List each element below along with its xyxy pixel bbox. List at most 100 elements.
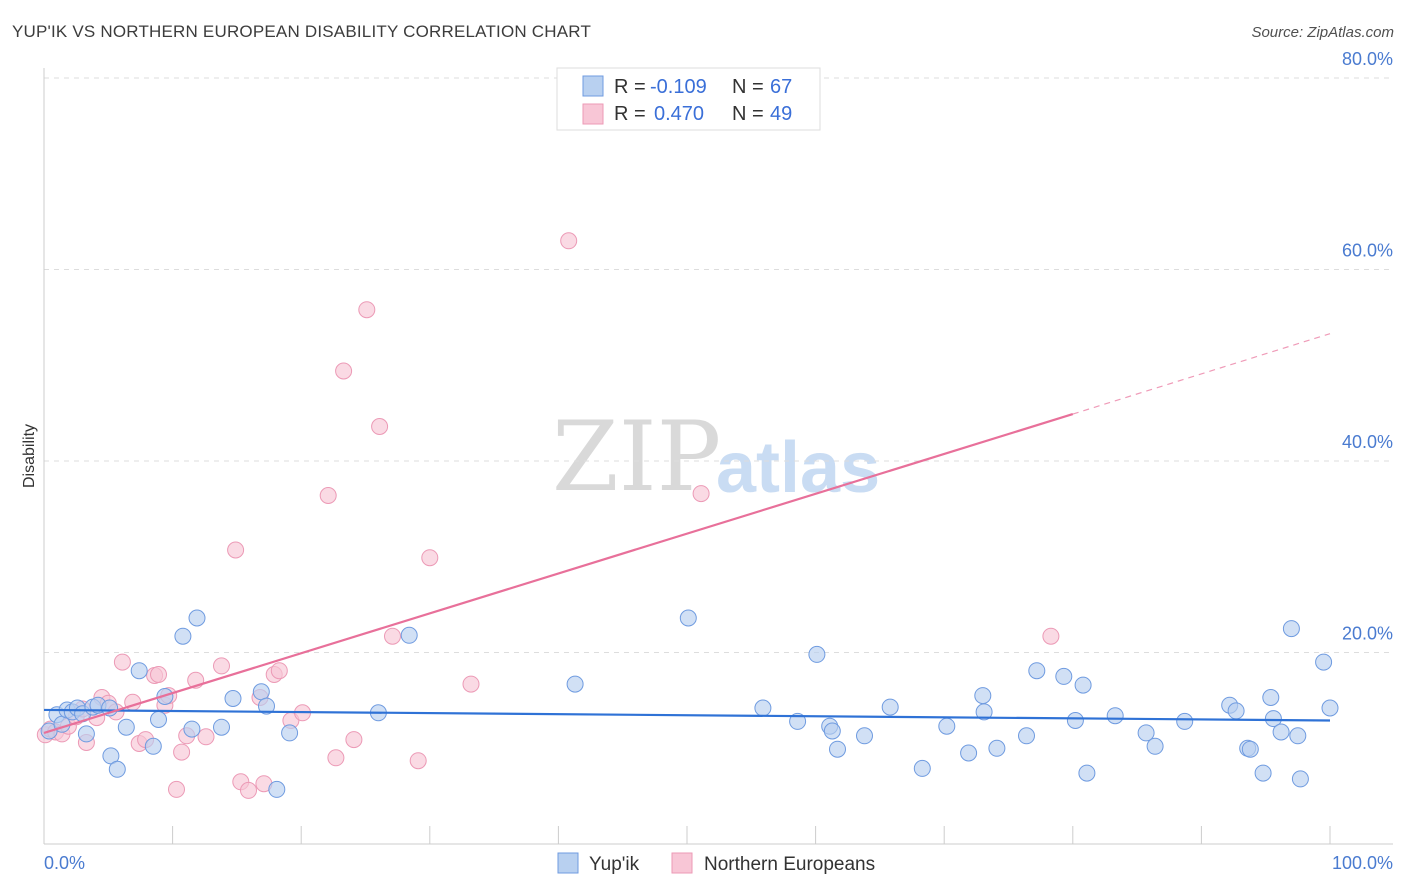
bottom-legend-label-northern-europeans: Northern Europeans xyxy=(704,854,875,875)
northern-europeans-point-35 xyxy=(319,487,337,504)
northern-europeans-point-36 xyxy=(327,749,345,767)
watermark-atlas: atlas xyxy=(716,428,880,508)
yupik-point-64 xyxy=(1289,727,1307,745)
northern-europeans-point-20 xyxy=(168,780,185,798)
legend-r-value-yupik: -0.109 xyxy=(650,76,707,98)
yupik-point-48 xyxy=(1066,712,1084,729)
yupik-point-16 xyxy=(150,711,167,728)
legend-n-value-northern-europeans: 49 xyxy=(770,103,792,125)
yupik-point-36 xyxy=(829,740,846,758)
northern-europeans-point-32 xyxy=(270,662,288,680)
northern-europeans-point-25 xyxy=(213,657,230,675)
y-tick-label-20: 20.0% xyxy=(1342,624,1393,644)
legend-r-value-northern-europeans: 0.470 xyxy=(654,103,704,125)
yupik-point-23 xyxy=(252,683,270,701)
yupik-point-26 xyxy=(281,724,299,742)
y-tick-label-80: 80.0% xyxy=(1342,49,1393,69)
yupik-point-29 xyxy=(566,675,584,693)
source-credit: Source: ZipAtlas.com xyxy=(1251,24,1394,41)
northern-europeans-point-47 xyxy=(1042,627,1060,645)
legend-swatch-yupik xyxy=(582,75,604,97)
yupik-point-13 xyxy=(117,718,135,736)
yupik-points xyxy=(40,609,1339,798)
northern-europeans-point-45 xyxy=(560,232,578,250)
yupik-point-41 xyxy=(960,744,978,762)
yupik-point-30 xyxy=(679,609,697,627)
yupik-point-50 xyxy=(1078,764,1096,782)
yupik-point-67 xyxy=(1321,699,1339,717)
northern-europeans-point-46 xyxy=(692,485,710,503)
trend-line-northern-europeans-extension xyxy=(1072,333,1331,415)
y-axis-label: Disability xyxy=(21,424,38,488)
northern-europeans-point-39 xyxy=(358,301,376,319)
yupik-point-52 xyxy=(1137,724,1155,742)
yupik-point-25 xyxy=(268,780,286,798)
legend-swatch-northern-europeans xyxy=(582,103,604,125)
yupik-point-49 xyxy=(1074,676,1092,694)
x-ticks xyxy=(172,826,1331,844)
trend-line-northern-europeans xyxy=(43,413,1074,734)
yupik-point-20 xyxy=(188,609,206,627)
northern-europeans-point-44 xyxy=(462,675,480,693)
y-tick-labels: 20.0% 40.0% 60.0% 80.0% xyxy=(1342,49,1393,644)
northern-europeans-point-12 xyxy=(113,653,131,671)
yupik-point-53 xyxy=(1146,737,1164,755)
y-tick-label-40: 40.0% xyxy=(1342,432,1393,452)
yupik-point-37 xyxy=(856,727,873,745)
yupik-point-18 xyxy=(174,627,192,645)
yupik-point-56 xyxy=(1227,702,1245,720)
trend-lines xyxy=(43,333,1331,734)
legend-r-label-northern-europeans: R = xyxy=(614,103,646,125)
x-tick-label-min: 0.0% xyxy=(44,853,85,873)
northern-europeans-point-28 xyxy=(240,781,257,799)
yupik-point-7 xyxy=(77,725,95,743)
yupik-point-24 xyxy=(258,697,275,715)
gridlines xyxy=(44,77,1393,653)
yupik-point-32 xyxy=(789,712,807,730)
bottom-legend-swatch-yupik xyxy=(557,852,579,874)
yupik-point-63 xyxy=(1282,620,1300,638)
yupik-point-15 xyxy=(144,737,162,755)
yupik-point-21 xyxy=(213,718,230,736)
northern-europeans-point-26 xyxy=(227,541,245,559)
yupik-point-46 xyxy=(1028,662,1046,680)
correlation-legend: R = -0.109 N = 67 R = 0.470 N = 49 xyxy=(556,67,821,131)
yupik-point-44 xyxy=(988,739,1006,757)
northern-europeans-point-41 xyxy=(384,627,401,645)
legend-r-label-yupik: R = xyxy=(614,76,646,98)
yupik-point-66 xyxy=(1315,653,1333,671)
yupik-point-60 xyxy=(1262,689,1280,706)
yupik-point-39 xyxy=(913,759,931,777)
watermark: ZIP atlas xyxy=(552,401,880,513)
yupik-point-22 xyxy=(224,690,242,707)
northern-europeans-point-17 xyxy=(150,666,167,683)
yupik-point-47 xyxy=(1055,667,1073,685)
yupik-point-19 xyxy=(183,720,201,738)
legend-n-value-yupik: 67 xyxy=(770,76,792,98)
yupik-point-42 xyxy=(974,687,992,705)
axes xyxy=(43,68,1393,845)
yupik-point-31 xyxy=(754,699,772,717)
chart-title: YUP'IK VS NORTHERN EUROPEAN DISABILITY C… xyxy=(12,22,592,41)
yupik-point-61 xyxy=(1264,710,1282,728)
northern-europeans-point-42 xyxy=(409,752,427,770)
bottom-legend-label-yupik: Yup'ik xyxy=(589,854,640,875)
yupik-point-12 xyxy=(108,760,126,778)
trend-line-yupik xyxy=(43,708,1331,722)
y-tick-label-60: 60.0% xyxy=(1342,241,1393,261)
legend-n-label-yupik: N = xyxy=(732,76,764,98)
yupik-point-62 xyxy=(1272,723,1290,741)
series-legend: Yup'ik Northern Europeans xyxy=(557,852,875,875)
yupik-point-40 xyxy=(938,717,956,735)
yupik-point-35 xyxy=(823,722,841,740)
bottom-legend-swatch-northern-europeans xyxy=(671,852,693,874)
yupik-point-59 xyxy=(1254,764,1272,782)
x-tick-label-max: 100.0% xyxy=(1332,853,1393,873)
yupik-point-43 xyxy=(975,703,993,721)
yupik-point-33 xyxy=(808,645,826,663)
northern-europeans-point-24 xyxy=(197,728,215,746)
northern-europeans-point-40 xyxy=(371,418,389,435)
northern-europeans-point-21 xyxy=(173,743,191,761)
northern-europeans-point-37 xyxy=(335,362,353,380)
